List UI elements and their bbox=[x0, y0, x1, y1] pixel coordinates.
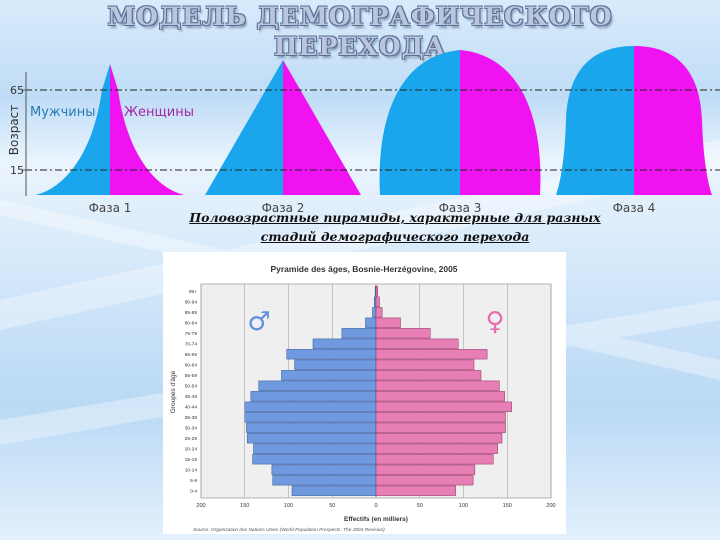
male-bar bbox=[259, 381, 376, 391]
x-tick-label: 200 bbox=[196, 503, 205, 509]
female-bar bbox=[376, 391, 505, 401]
male-bar bbox=[273, 475, 376, 485]
age-group-label: 70-74 bbox=[185, 342, 198, 348]
age-group-label: 85-89 bbox=[185, 310, 198, 316]
age-mark-15: 15 bbox=[10, 164, 24, 177]
male-bar bbox=[247, 423, 377, 433]
chart-source: Source: Organisation des Nations Unies (… bbox=[193, 527, 385, 533]
age-group-label: 0-4 bbox=[190, 489, 197, 495]
female-bar bbox=[376, 286, 378, 296]
female-bar bbox=[376, 423, 506, 433]
age-group-label: 75-79 bbox=[185, 331, 198, 337]
male-bar bbox=[247, 433, 376, 443]
x-tick-label: 150 bbox=[503, 503, 512, 509]
female-bar bbox=[376, 360, 474, 370]
x-tick-label: 50 bbox=[417, 503, 423, 509]
male-bar bbox=[282, 370, 377, 380]
male-bar bbox=[253, 454, 376, 464]
male-bar bbox=[295, 360, 376, 370]
subtitle-line-1: Половозрастные пирамиды, характерные для… bbox=[150, 210, 640, 225]
phase-4-shape bbox=[556, 46, 712, 195]
age-axis-label: Возраст bbox=[7, 105, 21, 156]
age-group-label: 50-54 bbox=[185, 384, 198, 390]
female-bar bbox=[376, 433, 502, 443]
age-mark-65: 65 bbox=[10, 84, 24, 97]
female-bar bbox=[376, 318, 401, 328]
male-bar bbox=[251, 391, 376, 401]
male-bar bbox=[373, 307, 377, 317]
female-bar bbox=[376, 454, 493, 464]
age-group-label: 45-49 bbox=[185, 394, 198, 400]
age-group-label: 20-24 bbox=[185, 447, 198, 453]
male-bar bbox=[342, 328, 376, 338]
y-axis-title: Groupes d'âge bbox=[170, 370, 177, 413]
female-bar bbox=[376, 444, 498, 454]
subtitle-line-2: стадий демографического перехода bbox=[150, 229, 640, 244]
chart-title: Pyramide des âges, Bosnie-Herzégovine, 2… bbox=[270, 264, 457, 274]
male-bar bbox=[366, 318, 377, 328]
phase-1-shape bbox=[35, 64, 185, 195]
female-bar bbox=[376, 370, 481, 380]
age-group-label: 25-29 bbox=[185, 436, 198, 442]
female-bar bbox=[376, 297, 380, 307]
x-tick-label: 150 bbox=[240, 503, 249, 509]
male-bar bbox=[272, 465, 376, 475]
age-group-label: 55-59 bbox=[185, 373, 198, 379]
age-group-label: 40-44 bbox=[185, 405, 198, 411]
female-bar bbox=[376, 475, 473, 485]
phase-1-label: Фаза 1 bbox=[89, 201, 132, 215]
male-bar bbox=[254, 444, 377, 454]
age-group-label: 10-14 bbox=[185, 468, 198, 474]
male-bar bbox=[292, 486, 376, 496]
demographic-transition-diagram: 65 15 Возраст Мужчины Женщины Фаза 1 Фаз… bbox=[0, 0, 720, 220]
female-bar bbox=[376, 412, 506, 422]
male-bar bbox=[313, 339, 376, 349]
male-symbol: ♂ bbox=[247, 307, 270, 337]
male-bar bbox=[245, 402, 376, 412]
male-bar bbox=[245, 412, 376, 422]
x-tick-label: 100 bbox=[459, 503, 468, 509]
x-tick-label: 200 bbox=[546, 503, 555, 509]
phase-3-shape bbox=[380, 50, 541, 195]
female-bar bbox=[376, 381, 499, 391]
female-bar bbox=[376, 339, 458, 349]
female-bar bbox=[376, 307, 382, 317]
age-group-label: 35-39 bbox=[185, 415, 198, 421]
male-label: Мужчины bbox=[30, 105, 96, 120]
female-bar bbox=[376, 328, 430, 338]
age-group-label: 80-84 bbox=[185, 321, 198, 327]
population-pyramid-chart: Pyramide des âges, Bosnie-Herzégovine, 2… bbox=[163, 252, 566, 534]
age-group-label: 30-34 bbox=[185, 426, 198, 432]
female-symbol: ♀ bbox=[485, 307, 504, 337]
female-bar bbox=[376, 402, 512, 412]
age-group-label: 5-9 bbox=[190, 478, 197, 484]
population-pyramid-svg: Pyramide des âges, Bosnie-Herzégovine, 2… bbox=[163, 252, 566, 534]
female-bar bbox=[376, 465, 475, 475]
x-tick-label: 50 bbox=[329, 503, 335, 509]
age-group-label: 90-94 bbox=[185, 300, 198, 306]
age-group-label: 95+ bbox=[189, 289, 197, 295]
x-axis-title: Effectifs (en milliers) bbox=[344, 516, 408, 523]
male-bar bbox=[374, 297, 376, 307]
age-group-label: 60-64 bbox=[185, 363, 198, 369]
female-bar bbox=[376, 349, 487, 359]
phase-2-shape bbox=[205, 60, 361, 195]
x-tick-label: 100 bbox=[284, 503, 293, 509]
x-tick-label: 0 bbox=[374, 503, 377, 509]
male-bar bbox=[287, 349, 376, 359]
age-group-label: 65-69 bbox=[185, 352, 198, 358]
age-group-label: 15-19 bbox=[185, 457, 198, 463]
female-bar bbox=[376, 486, 456, 496]
female-label: Женщины bbox=[124, 105, 194, 120]
